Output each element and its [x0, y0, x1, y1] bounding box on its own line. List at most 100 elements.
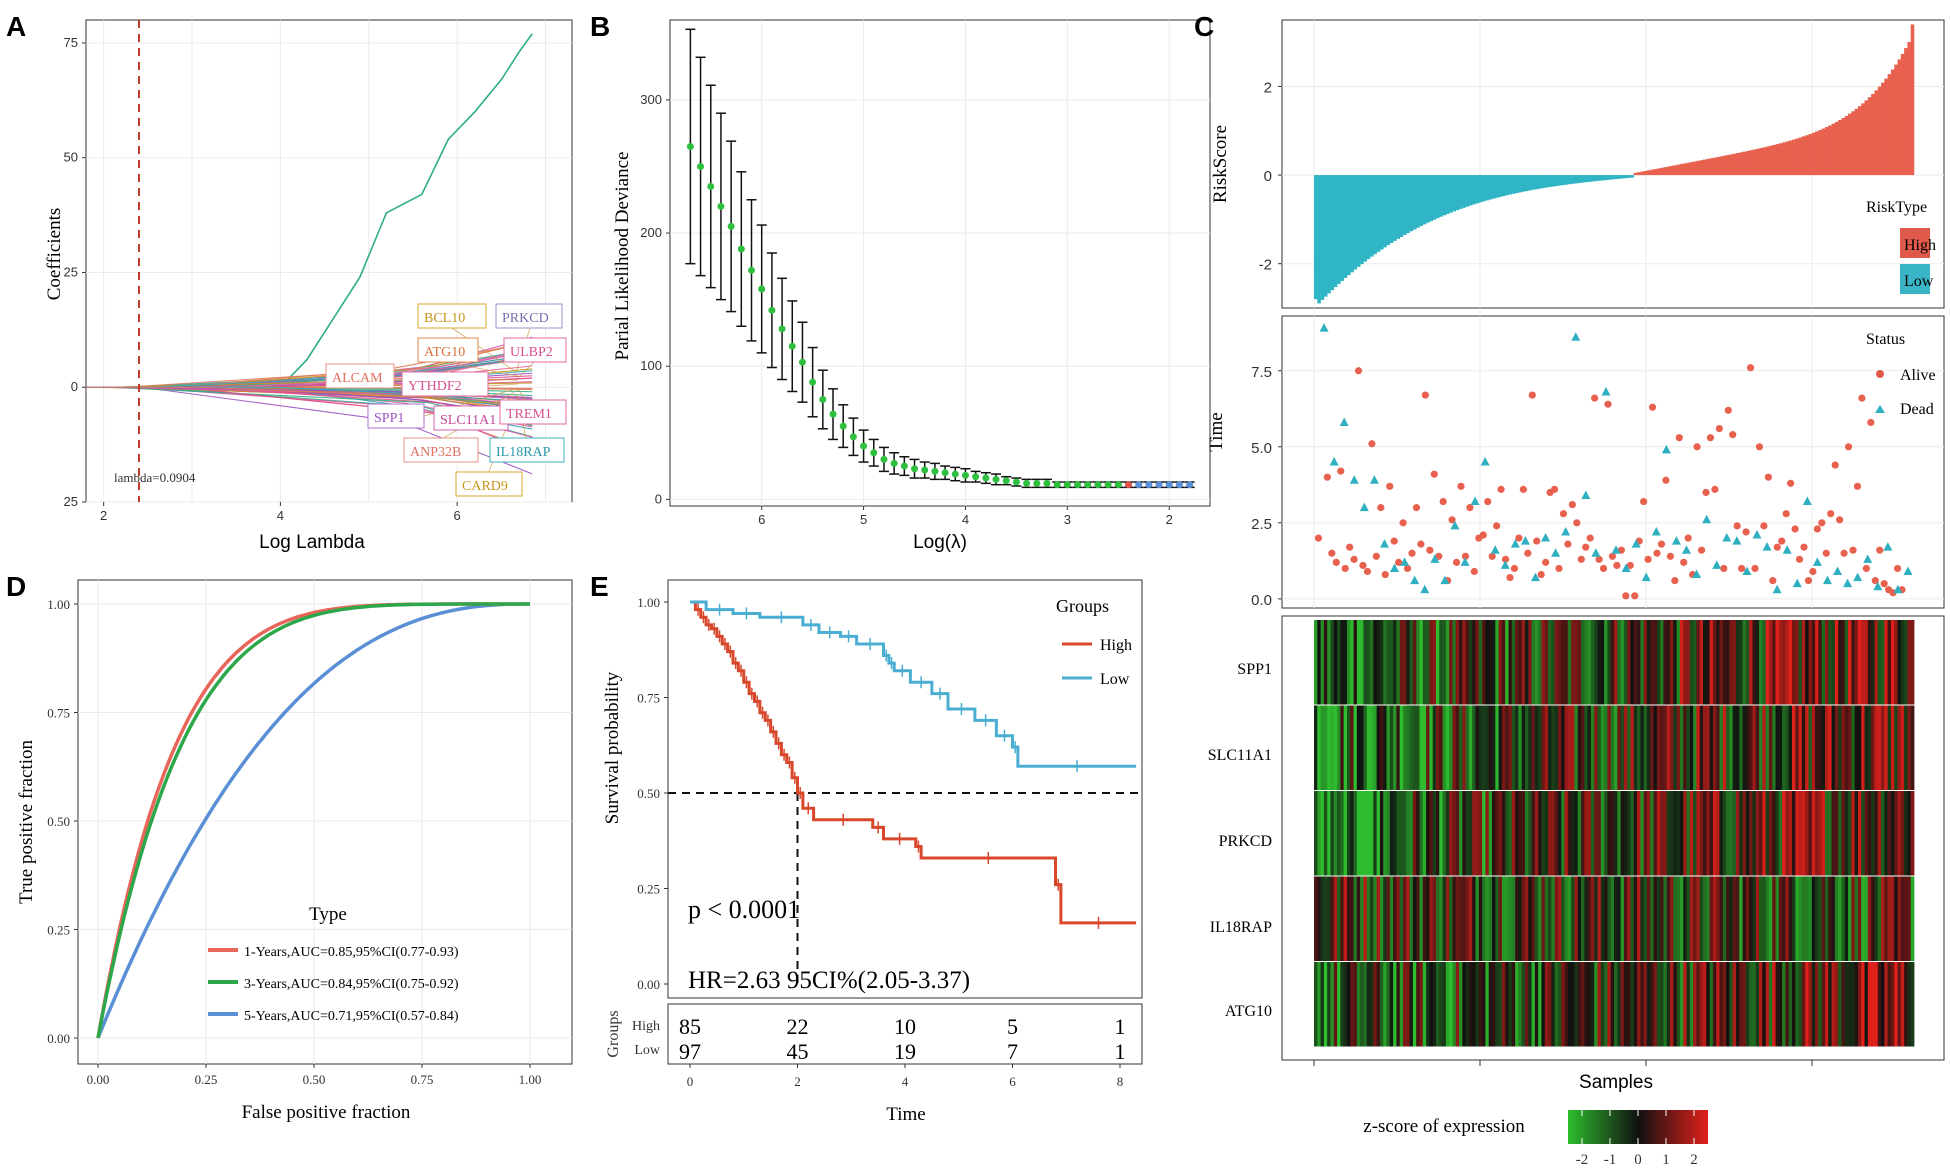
risk-bar — [1742, 151, 1747, 176]
heatmap-cell — [1709, 962, 1714, 1047]
risk-bar — [1683, 163, 1687, 176]
heatmap-cell — [1877, 620, 1882, 705]
heatmap-cell — [1538, 876, 1542, 961]
risk-bar — [1320, 175, 1325, 300]
heatmap-cell — [1567, 876, 1572, 961]
heatmap-cell — [1617, 876, 1621, 961]
heatmap-cell — [1350, 876, 1354, 961]
heatmap-cell — [1894, 876, 1898, 961]
dead-point — [1359, 502, 1369, 512]
heatmap-cell — [1709, 620, 1714, 705]
heatmap-cell — [1353, 876, 1358, 961]
heatmap-cell — [1676, 705, 1681, 790]
heatmap-cell — [1564, 620, 1569, 705]
alive-point — [1849, 546, 1857, 554]
heatmap-cell — [1370, 620, 1374, 705]
alive-point — [1506, 573, 1514, 582]
heatmap-cell — [1854, 705, 1859, 790]
alive-point — [1782, 510, 1790, 518]
dead-point — [1682, 545, 1692, 554]
heatmap-cell — [1614, 705, 1618, 790]
dead-point — [1369, 475, 1379, 484]
risk-bar — [1821, 128, 1826, 176]
panel-d-x-label: False positive fraction — [242, 1102, 411, 1123]
heatmap-cell — [1403, 962, 1407, 1047]
heatmap-cell — [1775, 705, 1780, 790]
heatmap-cell — [1679, 962, 1684, 1047]
alive-point — [1871, 577, 1879, 585]
alive-point — [1363, 567, 1372, 576]
risk-bar — [1788, 140, 1793, 176]
heatmap-cell — [1617, 791, 1621, 876]
risk-bar — [1749, 150, 1753, 176]
heatmap-cell — [1706, 620, 1711, 705]
alive-point — [1412, 504, 1421, 512]
heatmap-cell — [1607, 962, 1612, 1047]
heatmap-cell — [1590, 620, 1595, 705]
risk-bar — [1676, 164, 1681, 176]
heatmap-cell — [1360, 791, 1364, 876]
heatmap-cell — [1419, 962, 1424, 1047]
risk-bar — [1521, 175, 1526, 192]
y-tick-label: 0.00 — [637, 977, 660, 992]
heatmap-cell — [1396, 962, 1401, 1047]
heatmap-cell — [1518, 876, 1523, 961]
heatmap-cell — [1581, 962, 1585, 1047]
heatmap-cell — [1706, 791, 1711, 876]
cv-point — [1023, 479, 1031, 487]
heatmap-cell — [1485, 962, 1490, 1047]
heatmap-cell — [1828, 962, 1832, 1047]
heatmap-cell — [1551, 962, 1556, 1047]
heatmap-cell — [1633, 791, 1638, 876]
heatmap-cell — [1465, 876, 1470, 961]
heatmap-cell — [1778, 620, 1783, 705]
heatmap-cell — [1877, 876, 1882, 961]
risk-bar — [1548, 175, 1552, 188]
heatmap-cell — [1370, 791, 1374, 876]
heatmap-cell — [1689, 705, 1694, 790]
panel-c-risktype-low: Low — [1904, 273, 1934, 290]
heatmap-cell — [1422, 705, 1427, 790]
heatmap-cell — [1768, 962, 1773, 1047]
heatmap-cell — [1765, 791, 1770, 876]
heatmap-cell — [1597, 876, 1602, 961]
heatmap-cell — [1881, 620, 1885, 705]
risk-bar — [1881, 82, 1885, 176]
heatmap-cell — [1759, 620, 1763, 705]
heatmap-cell — [1548, 876, 1552, 961]
heatmap-cell — [1587, 876, 1592, 961]
heatmap-cell — [1637, 705, 1641, 790]
heatmap-cell — [1495, 620, 1500, 705]
panel-e-legend-high: High — [1100, 637, 1132, 654]
y-tick-label: 0 — [655, 491, 662, 506]
heatmap-cell — [1818, 791, 1823, 876]
panel-c-risk-y-ticks: 2 0 -2 — [1259, 79, 1282, 274]
risk-bar — [1670, 165, 1674, 176]
heatmap-cell — [1824, 876, 1829, 961]
heatmap-cell — [1752, 962, 1757, 1047]
heatmap-cell — [1630, 705, 1635, 790]
heatmap-cell — [1614, 962, 1618, 1047]
y-tick-label: -2 — [1259, 257, 1272, 274]
dead-point — [1601, 387, 1611, 396]
heatmap-cell — [1492, 791, 1496, 876]
dead-point — [1732, 536, 1742, 545]
risk-bar — [1485, 175, 1490, 201]
heatmap-cell — [1815, 705, 1819, 790]
heatmap-cell — [1910, 791, 1915, 876]
heatmap-cell — [1343, 876, 1348, 961]
panel-b-plot-area — [669, 19, 1211, 507]
alive-point — [1542, 558, 1550, 566]
heatmap-cell — [1584, 705, 1589, 790]
heatmap-cell — [1864, 876, 1869, 961]
alive-point — [1497, 485, 1505, 493]
alive-point — [1479, 531, 1487, 539]
alive-point — [1818, 519, 1826, 527]
risk-bar — [1396, 175, 1401, 239]
heatmap-cell — [1857, 876, 1862, 961]
risk-bar — [1323, 175, 1328, 297]
heatmap-cell — [1864, 962, 1869, 1047]
heatmap-cell — [1703, 962, 1707, 1047]
risk-bar — [1765, 146, 1770, 176]
heatmap-cell — [1653, 876, 1658, 961]
